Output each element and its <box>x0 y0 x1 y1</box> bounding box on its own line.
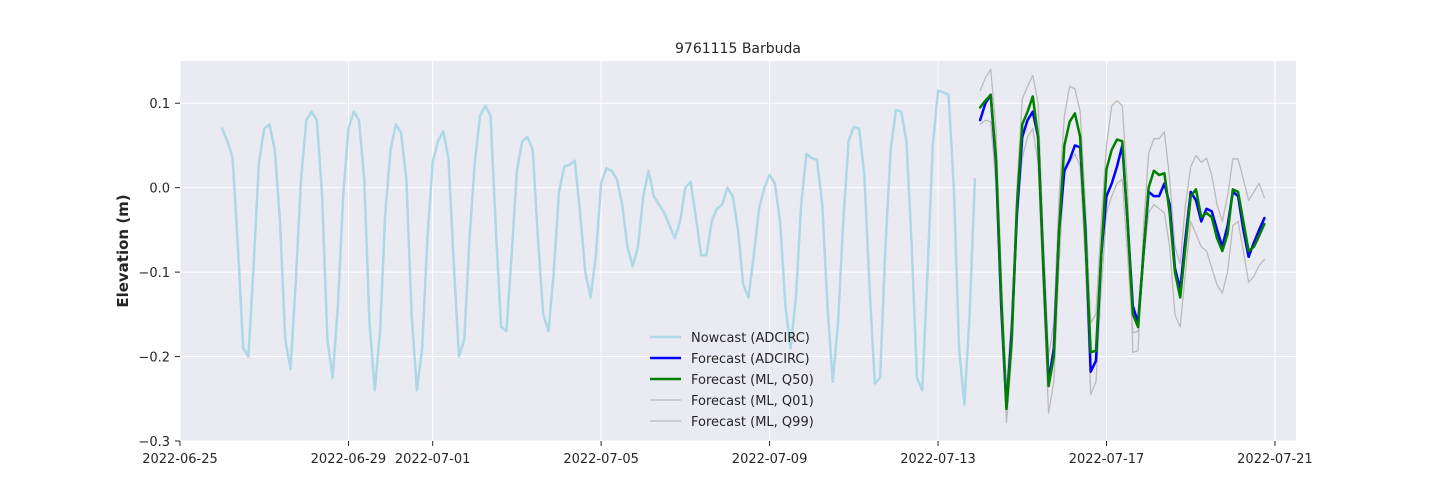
legend-label: Nowcast (ADCIRC) <box>691 331 810 346</box>
chart-title: 9761115 Barbuda <box>675 41 801 57</box>
y-tick-label: 0.1 <box>149 97 170 112</box>
x-tick-label: 2022-07-01 <box>395 452 471 467</box>
y-tick-label: −0.3 <box>138 435 170 450</box>
x-tick-label: 2022-07-13 <box>900 452 976 467</box>
y-tick-label: −0.2 <box>138 351 170 366</box>
series-line-3 <box>979 119 1266 424</box>
x-tick-label: 2022-07-09 <box>732 452 808 467</box>
x-tick-label: 2022-06-25 <box>142 452 218 467</box>
series-line-4 <box>979 68 1266 391</box>
x-tick-label: 2022-07-17 <box>1069 452 1145 467</box>
y-tick-label: −0.1 <box>138 266 170 281</box>
x-tick-label: 2022-07-05 <box>563 452 639 467</box>
legend: Nowcast (ADCIRC) Forecast (ADCIRC) Forecas… <box>650 331 814 430</box>
x-tick-label: 2022-06-29 <box>311 452 387 467</box>
y-tick-label: 0.0 <box>149 182 170 197</box>
legend-label: Forecast (ML, Q01) <box>691 394 814 409</box>
series-line-0 <box>220 89 977 406</box>
axes: 2022-06-25 2022-06-29 2022-07-01 2022-07-05… <box>138 97 1312 467</box>
legend-label: Forecast (ML, Q99) <box>691 415 814 430</box>
legend-label: Forecast (ADCIRC) <box>691 352 810 367</box>
series-line-2 <box>978 93 1266 411</box>
y-axis-label: Elevation (m) <box>114 194 132 307</box>
legend-label: Forecast (ML, Q50) <box>691 373 814 388</box>
series-layer <box>220 68 1266 424</box>
x-tick-label: 2022-07-21 <box>1237 452 1313 467</box>
